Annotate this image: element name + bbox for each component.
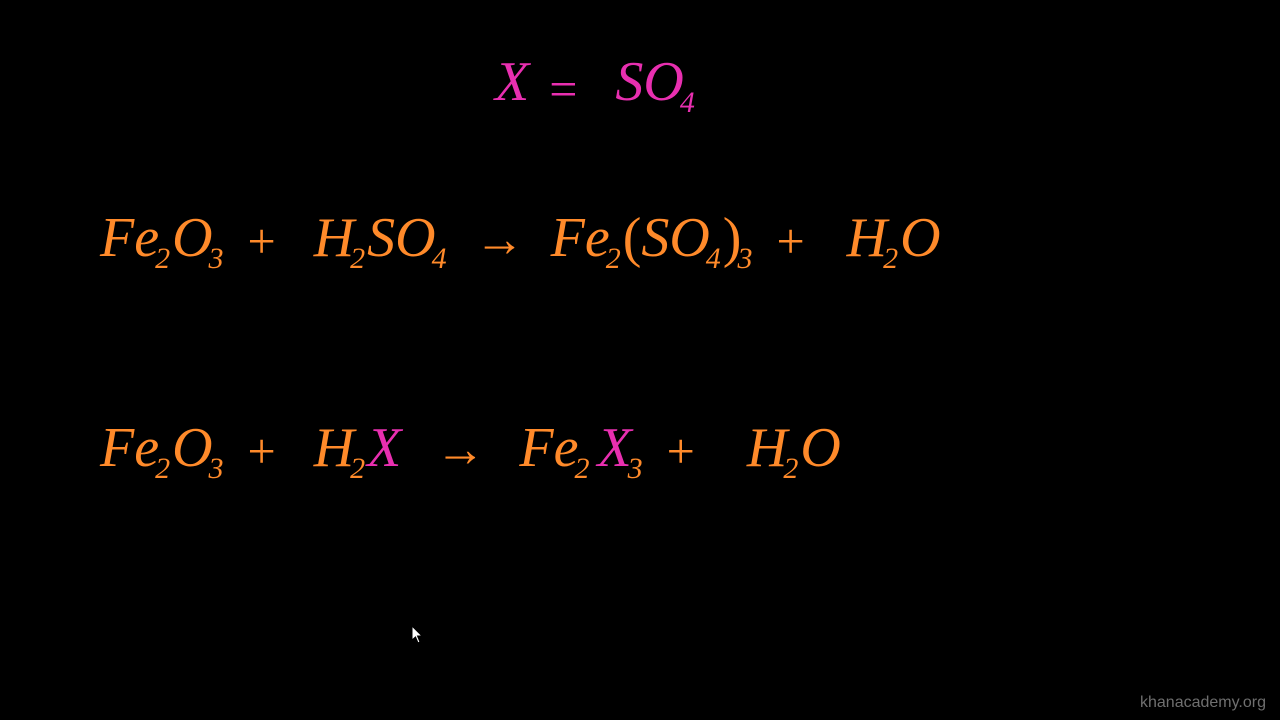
- plus-sign: +: [776, 216, 804, 266]
- chalkboard-canvas: X = SO 4 Fe 2 O 3 + H 2 SO 4 → Fe 2 ( S: [0, 0, 1280, 720]
- plus-sign: +: [667, 426, 695, 476]
- sub-rhs-base: SO: [615, 54, 683, 110]
- substitution-line: X = SO 4: [495, 54, 697, 112]
- term-fe2o3: Fe 2 O 3: [100, 420, 226, 476]
- term-h2o: H 2 O: [747, 420, 841, 476]
- reaction-arrow: →: [435, 424, 485, 474]
- plus-sign: +: [248, 426, 276, 476]
- mouse-cursor-icon: [411, 625, 425, 645]
- term-fe2x3: Fe 2 X 3: [519, 420, 644, 476]
- x-variable: X: [597, 420, 631, 476]
- equals-sign: =: [549, 60, 577, 118]
- term-h2x: H 2 X: [314, 420, 402, 476]
- equation-full: Fe 2 O 3 + H 2 SO 4 → Fe 2 ( SO 4 ) 3 + …: [100, 210, 941, 266]
- reaction-arrow: →: [475, 214, 525, 264]
- term-h2o: H 2 O: [847, 210, 941, 266]
- term-fe2o3: Fe 2 O 3: [100, 210, 226, 266]
- watermark: khanacademy.org: [1140, 694, 1266, 712]
- term-h2so4: H 2 SO 4: [314, 210, 449, 266]
- term-fe2so43: Fe 2 ( SO 4 ) 3: [551, 210, 755, 266]
- sub-rhs-sub: 4: [680, 88, 695, 118]
- x-variable: X: [367, 420, 401, 476]
- plus-sign: +: [248, 216, 276, 266]
- sub-lhs: X: [495, 54, 529, 110]
- equation-substituted: Fe 2 O 3 + H 2 X → Fe 2 X 3 + H 2 O: [100, 420, 841, 476]
